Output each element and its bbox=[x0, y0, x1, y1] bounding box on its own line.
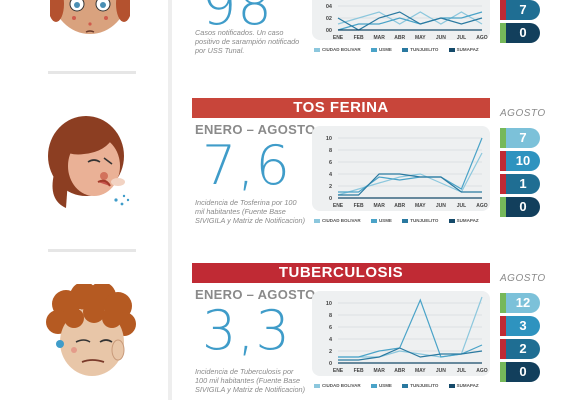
legend-item: SUMAPAZ bbox=[448, 218, 479, 223]
legend-item: SUMAPAZ bbox=[448, 383, 479, 388]
curly-boy-avatar bbox=[46, 284, 136, 376]
x-tick-label: MAR bbox=[373, 203, 385, 209]
legend-item: SUMAPAZ bbox=[448, 47, 479, 52]
x-tick-label: MAY bbox=[415, 35, 426, 40]
x-tick-label: MAR bbox=[373, 368, 385, 374]
tos-ferina-legend: CIUDAD BOLIVAR USME TUNJUELITO SUMAPAZ bbox=[314, 218, 492, 223]
tuberculosis-badge-1: 12 bbox=[500, 293, 540, 313]
measles-note: Casos notificados. Un caso positivo de s… bbox=[195, 28, 300, 55]
series-line-3 bbox=[337, 11, 483, 31]
measles-badge-2: 0 bbox=[500, 23, 540, 43]
legend-item: USME bbox=[370, 47, 392, 52]
x-tick-label: ABR bbox=[394, 35, 405, 40]
y-tick-label: 8 bbox=[329, 313, 332, 319]
x-tick-label: ABR bbox=[394, 368, 405, 374]
tos-ferina-badge-2: 10 bbox=[500, 151, 540, 171]
tuberculosis-badge-3: 2 bbox=[500, 339, 540, 359]
tuberculosis-period: ENERO – AGOSTO bbox=[195, 287, 316, 302]
legend-item: USME bbox=[370, 383, 392, 388]
legend-item: TUNJUELITO bbox=[402, 218, 438, 223]
tuberculosis-note: Incidencia de Tuberculosis por 100 mil h… bbox=[195, 367, 306, 394]
series-line-2 bbox=[338, 137, 483, 193]
tuberculosis-chart: 10 8 6 4 2 0 ENE FEB MAR ABR MAY JUN JUL AGO bbox=[312, 291, 490, 376]
x-tick-label: AGO bbox=[476, 368, 488, 374]
x-tick-label: MAY bbox=[415, 203, 426, 209]
sick-child-avatar bbox=[50, 0, 130, 34]
x-tick-label: ENE bbox=[333, 35, 344, 40]
legend-item: CIUDAD BOLIVAR bbox=[314, 383, 361, 388]
legend-item: TUNJUELITO bbox=[402, 47, 438, 52]
y-tick-label: 6 bbox=[329, 160, 332, 166]
y-tick-label: 8 bbox=[329, 148, 332, 154]
y-tick-label: 2 bbox=[329, 184, 332, 190]
x-tick-label: ENE bbox=[333, 368, 344, 374]
y-tick-label: 0 bbox=[329, 361, 332, 367]
tos-ferina-badge-3: 1 bbox=[500, 174, 540, 194]
measles-badge-1: 7 bbox=[500, 0, 540, 20]
series-line-2 bbox=[338, 298, 483, 358]
x-tick-label: JUL bbox=[457, 35, 466, 40]
measles-value: 98 bbox=[202, 0, 273, 37]
x-tick-label: FEB bbox=[354, 203, 364, 209]
y-tick-label: 4 bbox=[329, 172, 333, 178]
y-tick-label: 02 bbox=[326, 16, 332, 22]
tuberculosis-agosto: AGOSTO bbox=[500, 273, 546, 284]
legend-item: CIUDAD BOLIVAR bbox=[314, 47, 361, 52]
x-tick-label: AGO bbox=[476, 35, 488, 40]
y-tick-label: 4 bbox=[329, 337, 333, 343]
y-tick-label: 2 bbox=[329, 349, 332, 355]
x-tick-label: JUL bbox=[457, 203, 466, 209]
x-tick-label: MAY bbox=[415, 368, 426, 374]
divider-2 bbox=[48, 249, 136, 252]
tos-ferina-agosto: AGOSTO bbox=[500, 108, 546, 119]
x-tick-label: ABR bbox=[394, 203, 405, 209]
x-tick-label: JUL bbox=[457, 368, 466, 374]
x-tick-label: JUN bbox=[436, 368, 446, 374]
y-tick-label: 0 bbox=[329, 196, 332, 202]
y-tick-label: 10 bbox=[326, 136, 332, 142]
legend-item: USME bbox=[370, 218, 392, 223]
series-line-2 bbox=[337, 11, 483, 31]
tuberculosis-value: 3,3 bbox=[202, 299, 291, 362]
x-tick-label: MAR bbox=[373, 35, 385, 40]
y-tick-label: 6 bbox=[329, 325, 332, 331]
tos-ferina-badge-1: 7 bbox=[500, 128, 540, 148]
x-tick-label: FEB bbox=[354, 35, 364, 40]
tos-ferina-banner: TOS FERINA bbox=[192, 98, 490, 118]
divider-1 bbox=[48, 71, 136, 74]
tuberculosis-badge-2: 3 bbox=[500, 316, 540, 336]
x-tick-label: FEB bbox=[354, 368, 364, 374]
measles-legend: CIUDAD BOLIVAR USME TUNJUELITO SUMAPAZ bbox=[314, 47, 492, 52]
x-tick-label: JUN bbox=[436, 203, 446, 209]
series-line-3 bbox=[338, 347, 483, 361]
tos-ferina-value: 7,6 bbox=[202, 134, 291, 197]
y-tick-label: 00 bbox=[326, 28, 332, 34]
x-tick-label: JUN bbox=[436, 35, 446, 40]
legend-item: CIUDAD BOLIVAR bbox=[314, 218, 361, 223]
tos-ferina-note: Incidencia de Tosferina por 100 mil habi… bbox=[195, 198, 306, 225]
tuberculosis-legend: CIUDAD BOLIVAR USME TUNJUELITO SUMAPAZ bbox=[314, 383, 492, 388]
tuberculosis-banner: TUBERCULOSIS bbox=[192, 263, 490, 283]
legend-item: TUNJUELITO bbox=[402, 383, 438, 388]
tos-ferina-badge-4: 0 bbox=[500, 197, 540, 217]
tos-ferina-chart: 10 8 6 4 2 0 ENE FEB MAR ABR MAY JUN JUL AGO bbox=[312, 126, 490, 211]
series-line-3 bbox=[338, 173, 482, 196]
tuberculosis-badge-4: 0 bbox=[500, 362, 540, 382]
measles-chart: 04 02 00 ENE FEB MAR ABR MAY JUN JUL AGO bbox=[312, 0, 490, 40]
column-divider bbox=[168, 0, 172, 400]
y-tick-label: 04 bbox=[326, 4, 333, 10]
x-tick-label: ENE bbox=[333, 203, 344, 209]
tos-ferina-period: ENERO – AGOSTO bbox=[195, 122, 316, 137]
y-tick-label: 10 bbox=[326, 301, 332, 307]
coughing-girl-avatar bbox=[48, 116, 130, 208]
x-tick-label: AGO bbox=[476, 203, 488, 209]
